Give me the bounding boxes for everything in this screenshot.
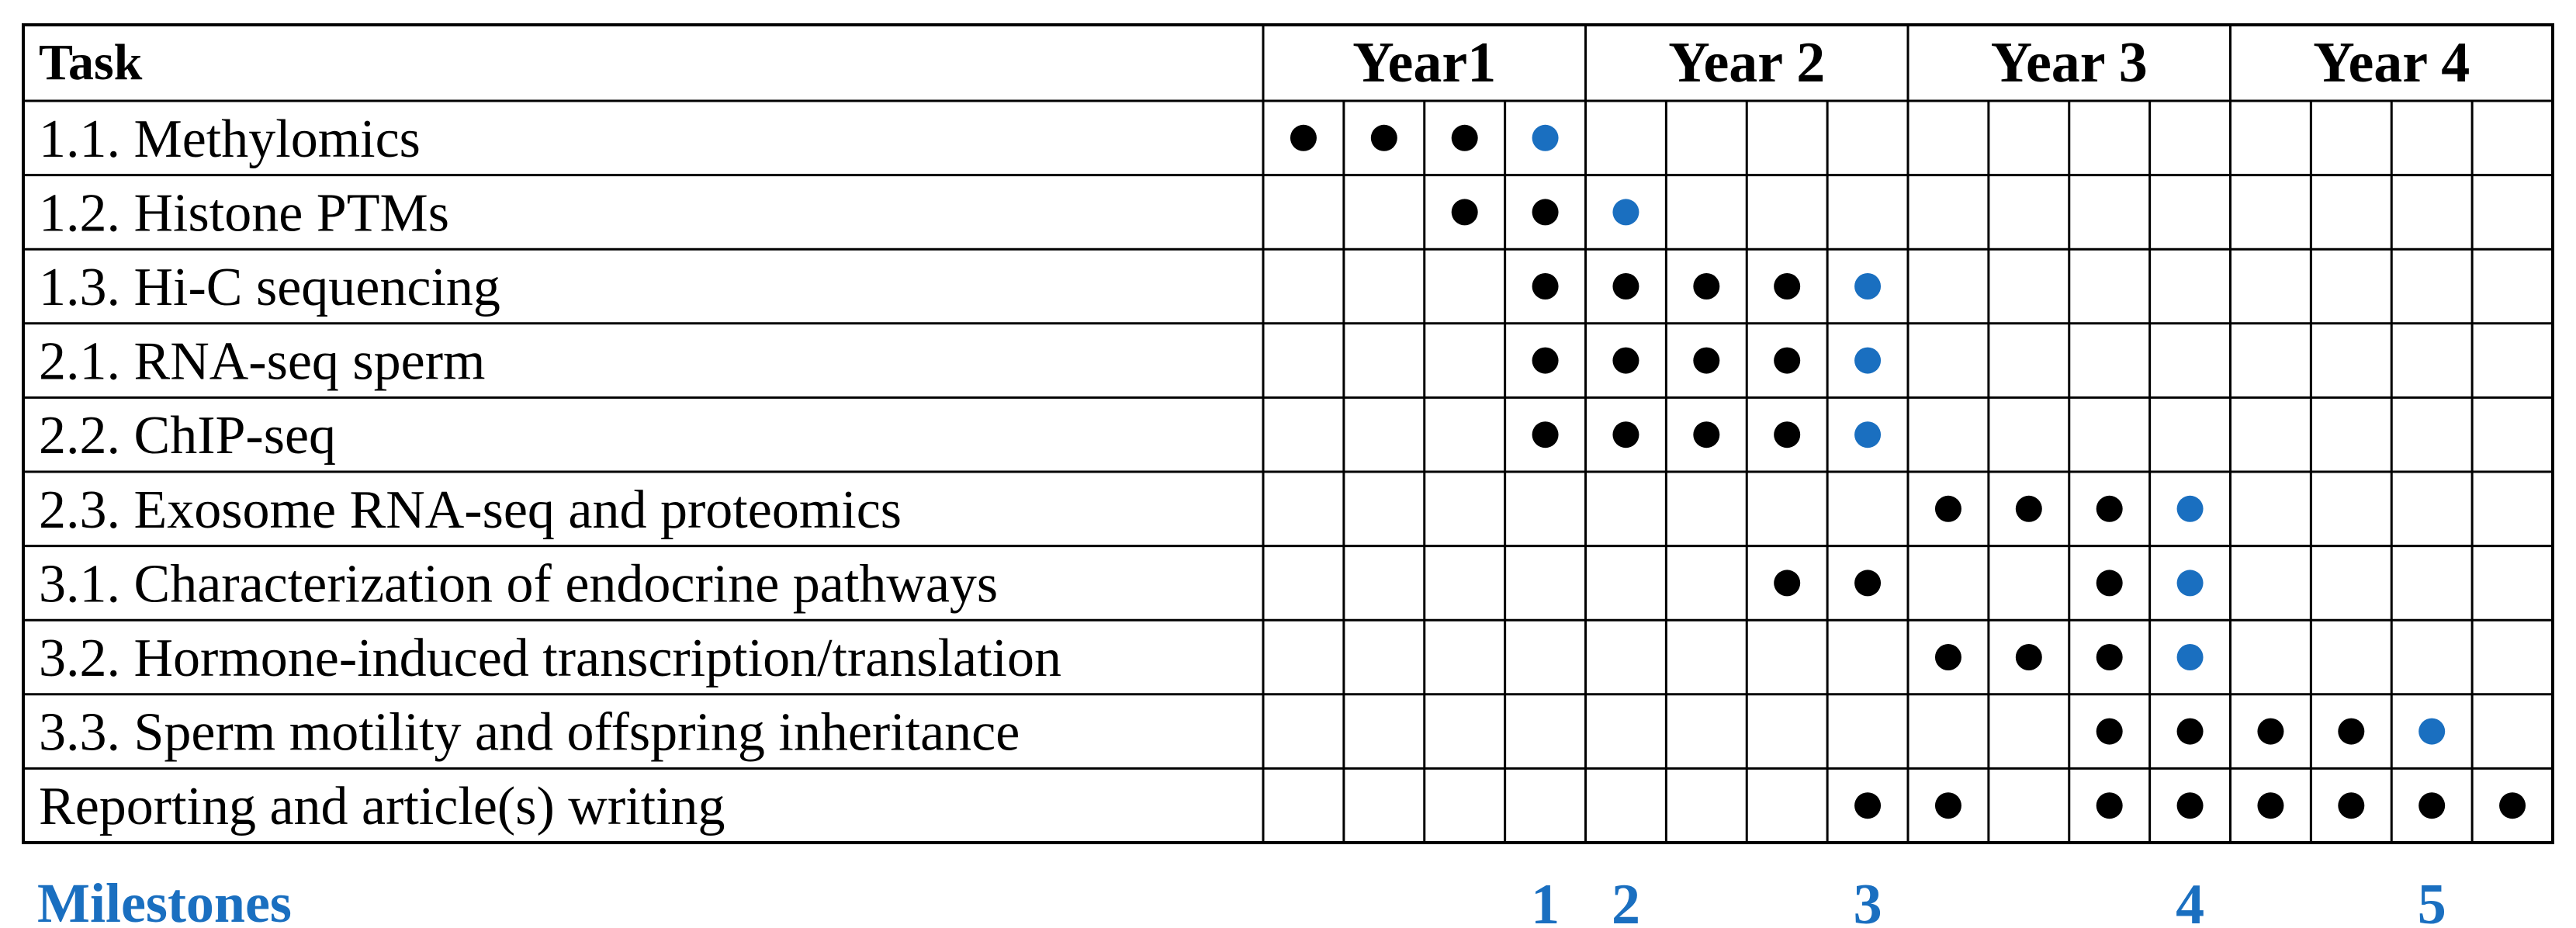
year-headers: Year1 Year 2 Year 3 Year 4 <box>1352 31 2470 95</box>
activity-dot <box>1854 570 1882 597</box>
task-label: 3.2. Hormone-induced transcription/trans… <box>39 628 1061 688</box>
year-header: Year 4 <box>2313 31 2470 95</box>
activity-dot <box>1532 347 1559 374</box>
activity-dot <box>1532 273 1559 300</box>
task-label: 2.3. Exosome RNA-seq and proteomics <box>39 480 902 540</box>
milestones-label: Milestones <box>37 872 292 928</box>
milestone-dot <box>2176 570 2204 597</box>
activity-dot <box>1532 199 1559 226</box>
activity-dot <box>2015 644 2042 670</box>
year-header: Year 2 <box>1668 31 1825 95</box>
activity-dot <box>2096 644 2123 670</box>
activity-dot <box>1934 792 1961 819</box>
task-label: 3.3. Sperm motility and offspring inheri… <box>39 703 1020 763</box>
activity-dot <box>1774 570 1801 597</box>
year-header: Year 3 <box>1991 31 2148 95</box>
task-label: 2.2. ChIP-seq <box>39 406 336 466</box>
activity-dot <box>2338 792 2365 819</box>
task-label: 2.1. RNA-seq sperm <box>39 332 485 392</box>
activity-dot <box>2176 792 2204 819</box>
activity-dot <box>1854 792 1882 819</box>
activity-dot <box>1934 495 1961 522</box>
milestone-number: 3 <box>1854 873 1882 928</box>
activity-dot <box>1370 124 1397 151</box>
task-label: 1.2. Histone PTMs <box>39 183 449 243</box>
table-grid <box>22 23 2554 844</box>
activity-dot <box>2338 718 2365 745</box>
activity-dot <box>2257 792 2284 819</box>
activity-dot <box>2257 718 2284 745</box>
activity-dot <box>2096 495 2123 522</box>
activity-dot <box>2176 718 2204 745</box>
task-label: 1.3. Hi-C sequencing <box>39 258 500 317</box>
activity-dot <box>1934 644 1961 670</box>
activity-dot <box>1451 199 1478 226</box>
activity-dot <box>2499 792 2526 819</box>
table-border <box>22 23 2554 844</box>
milestone-number: 4 <box>2176 873 2204 928</box>
activity-dot <box>2418 792 2446 819</box>
task-label: Reporting and article(s) writing <box>39 777 725 836</box>
activity-dot <box>1612 347 1639 374</box>
milestone-dot <box>1854 347 1882 374</box>
milestone-number: 2 <box>1612 873 1640 928</box>
activity-dot <box>1774 273 1801 300</box>
milestone-dot <box>1612 199 1639 226</box>
activity-dot <box>1532 421 1559 448</box>
task-column-header: Task <box>39 34 143 91</box>
year-header: Year1 <box>1352 31 1496 95</box>
milestone-dot <box>1854 273 1882 300</box>
milestone-dot <box>2176 495 2204 522</box>
milestone-dot <box>2418 718 2446 745</box>
milestone-number: 5 <box>2418 873 2446 928</box>
milestone-dot <box>1854 421 1882 448</box>
activity-dot <box>1290 124 1317 151</box>
activity-dot <box>2096 570 2123 597</box>
activity-dot <box>2015 495 2042 522</box>
milestone-number: 1 <box>1531 873 1560 928</box>
schedule-dots <box>1290 124 2526 819</box>
activity-dot <box>1693 273 1720 300</box>
milestone-dot <box>1532 124 1559 151</box>
activity-dot <box>2096 718 2123 745</box>
activity-dot <box>1693 347 1720 374</box>
activity-dot <box>2096 792 2123 819</box>
task-label: 3.1. Characterization of endocrine pathw… <box>39 554 998 614</box>
activity-dot <box>1774 421 1801 448</box>
activity-dot <box>1612 273 1639 300</box>
task-labels: 1.1. Methylomics 1.2. Histone PTMs 1.3. Hi… <box>39 109 1061 836</box>
activity-dot <box>1693 421 1720 448</box>
activity-dot <box>1612 421 1639 448</box>
activity-dot <box>1774 347 1801 374</box>
activity-dot <box>1451 124 1478 151</box>
milestone-dot <box>2176 644 2204 670</box>
task-label: 1.1. Methylomics <box>39 109 421 169</box>
